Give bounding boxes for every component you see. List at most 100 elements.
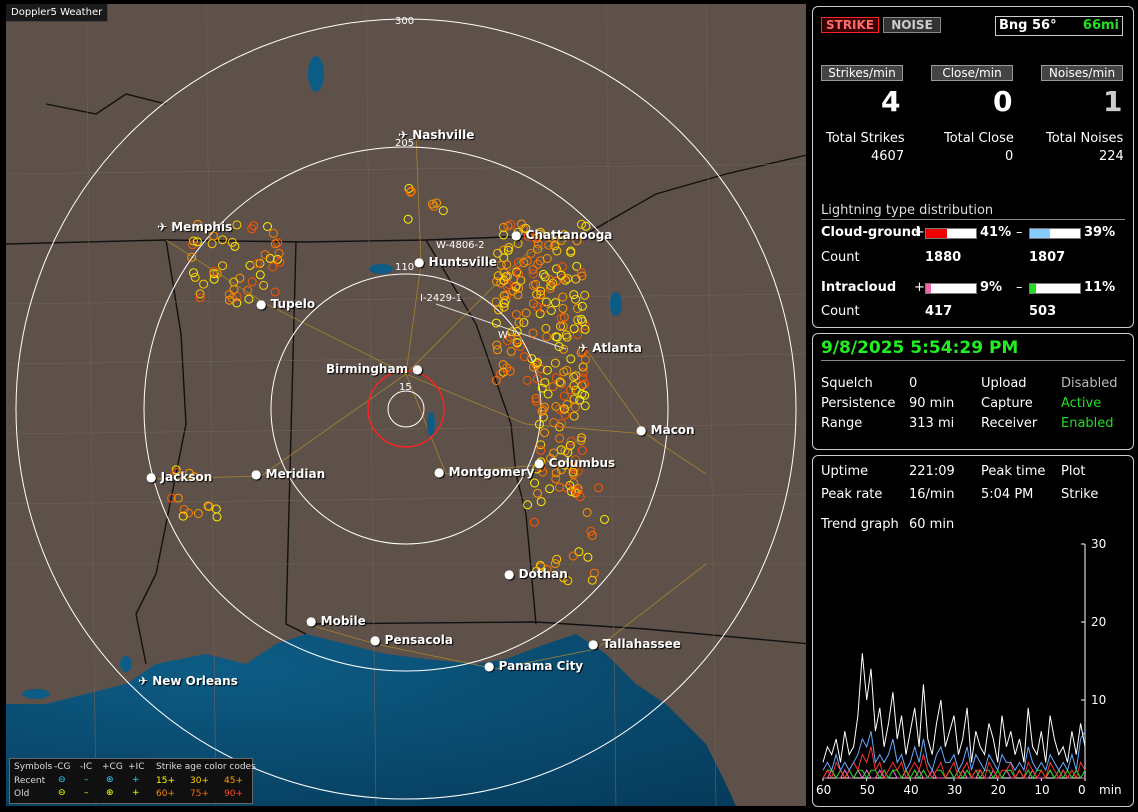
strike-marker (273, 254, 282, 264)
strike-marker (583, 552, 593, 562)
strike-marker (557, 419, 566, 429)
peak-rate-value: 16/min (909, 487, 955, 502)
ic-pos-count: 417 (925, 304, 953, 319)
strike-marker (199, 279, 209, 289)
minus-cg-icon: ⊖ (58, 775, 66, 785)
strike-marker (171, 465, 181, 475)
strike-marker (492, 340, 502, 350)
strike-marker (545, 484, 555, 494)
legend-recent-label: Recent (14, 776, 46, 786)
strike-marker (549, 448, 559, 458)
noises-min-button[interactable]: Noises/min (1041, 65, 1123, 81)
strike-marker (542, 332, 552, 342)
strike-marker (552, 264, 561, 274)
strike-marker (516, 275, 526, 285)
strike-marker (519, 318, 529, 327)
strike-marker (211, 504, 221, 514)
strike-marker (513, 335, 523, 345)
strike-marker (232, 220, 242, 230)
strike-marker (600, 514, 609, 524)
strike-marker (580, 401, 590, 411)
close-min-button[interactable]: Close/min (931, 65, 1013, 81)
city-columbus: ● Columbus (534, 456, 616, 470)
strikes-min-button[interactable]: Strikes/min (821, 65, 903, 81)
capture-value: Active (1061, 396, 1102, 411)
strike-marker (531, 393, 541, 403)
strike-marker (557, 262, 567, 272)
strike-marker (560, 460, 570, 470)
strike-marker (574, 547, 584, 557)
strike-marker (578, 347, 588, 357)
strike-marker (571, 294, 581, 304)
strike-marker (569, 411, 579, 421)
road-label: I-2429-1 (420, 293, 462, 304)
age-30: 30+ (190, 776, 209, 786)
noise-button[interactable]: NOISE (883, 17, 941, 33)
total-noises-label: Total Noises (1046, 131, 1124, 146)
strike-marker (581, 221, 591, 231)
strike-marker (188, 240, 198, 250)
strike-marker (573, 304, 582, 313)
city-panama-city: ● Panama City (484, 659, 584, 673)
strike-marker (496, 260, 506, 270)
strike-marker (546, 281, 556, 290)
plot-value[interactable]: Strike (1061, 487, 1099, 502)
uptime-label: Uptime (821, 464, 869, 479)
strike-marker (504, 243, 514, 252)
strike-marker (566, 436, 576, 446)
strike-marker (578, 373, 588, 383)
map-title: Doppler5 Weather (6, 4, 109, 22)
strike-marker (566, 385, 576, 395)
persistence-label: Persistence (821, 396, 896, 411)
peak-rate-label: Peak rate (821, 487, 883, 502)
strike-marker (536, 290, 546, 300)
legend-symbols-label: Symbols (14, 762, 53, 772)
cg-pos-bar (925, 228, 977, 239)
cloud-ground-label: Cloud-ground (821, 225, 921, 240)
strike-marker (428, 199, 437, 209)
strike-marker (187, 252, 197, 262)
x-unit-label: min (1099, 783, 1122, 797)
lightning-map[interactable]: Doppler5 Weather 300 205 110 15 W-4806-2… (6, 4, 806, 806)
strike-marker (275, 257, 285, 267)
strike-marker (536, 286, 546, 296)
strike-marker (562, 400, 572, 409)
strike-marker (514, 269, 523, 279)
strike-marker (526, 248, 536, 258)
strike-marker (503, 271, 513, 281)
strike-marker (559, 391, 569, 401)
status-panel: 9/8/2025 5:54:29 PM Squelch 0 Upload Dis… (812, 333, 1134, 450)
strike-button[interactable]: STRIKE (821, 17, 879, 33)
strike-marker (517, 219, 526, 229)
strike-marker (528, 328, 538, 338)
strike-marker (536, 463, 546, 472)
legend-col: -IC (80, 762, 93, 772)
strike-marker (193, 219, 203, 229)
strike-marker (559, 230, 569, 240)
strike-marker (438, 206, 448, 216)
city-jackson: ● Jackson (146, 470, 213, 484)
plus-ic-icon: + (132, 788, 140, 798)
strikes-min-value: 4 (881, 85, 901, 118)
strike-marker (539, 304, 549, 313)
strike-marker (555, 482, 564, 492)
symbol-legend: Symbols -CG -IC +CG +IC Strike age color… (9, 758, 256, 804)
strike-marker (532, 302, 542, 312)
city-tupelo: ● Tupelo (256, 297, 316, 311)
strike-marker (252, 258, 262, 268)
city-dothan: ● Dothan (504, 567, 568, 581)
strike-marker (544, 240, 554, 250)
strike-marker (555, 433, 565, 443)
ic-neg-count: 503 (1029, 304, 1057, 319)
strike-marker (543, 389, 553, 399)
strike-marker (544, 274, 554, 284)
strike-marker (494, 305, 504, 315)
strike-marker (519, 352, 529, 362)
strike-marker (405, 187, 415, 197)
strike-marker (270, 239, 280, 249)
x-tick-label: 20 (991, 783, 1006, 797)
strike-markers (167, 183, 609, 586)
strike-marker (519, 258, 529, 268)
strike-marker (536, 445, 546, 455)
cg-neg-bar (1029, 228, 1081, 239)
